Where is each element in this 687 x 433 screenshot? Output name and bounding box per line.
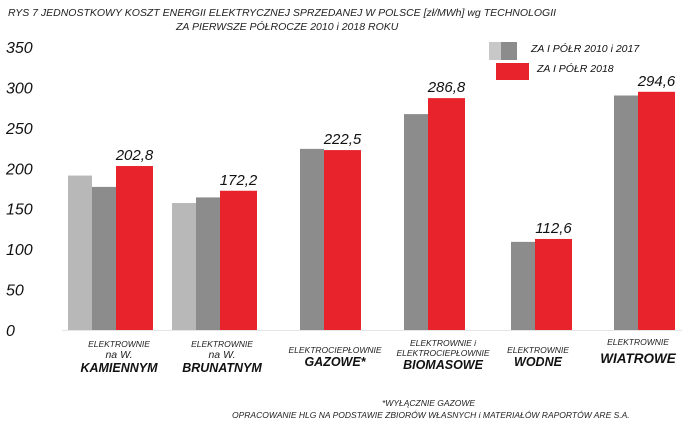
category-label-big: WIATROWE	[600, 351, 676, 366]
y-tick-label: 250	[5, 121, 33, 138]
category-label-small: ELEKTROWNIE	[607, 337, 669, 347]
category-label-big: GAZOWE*	[304, 355, 366, 369]
category-label-wodne: ELEKTROWNIE WODNE	[493, 345, 583, 370]
category-label-small: ELEKTROWNIE i	[409, 338, 477, 348]
category-label-small: ELEKTROWNIE	[507, 345, 569, 355]
category-label-big: BRUNATNYM	[182, 361, 262, 375]
y-tick-label: 150	[6, 202, 33, 219]
y-tick-label: 200	[5, 161, 33, 178]
y-tick-label: 100	[6, 242, 33, 259]
category-label-mid: na W.	[105, 349, 133, 361]
category-label-brunatnym: ELEKTROWNIE na W. BRUNATNYM	[172, 339, 272, 376]
category-label-gazowe: ELEKTROCIEPŁOWNIE GAZOWE*	[280, 345, 390, 370]
bar-2017	[196, 197, 220, 330]
bar-2010	[172, 203, 196, 330]
bar-2017	[614, 95, 638, 330]
legend-label-2010-2017: ZA I PÓŁR 2010 i 2017	[531, 43, 640, 55]
category-label-big: WODNE	[514, 355, 562, 369]
category-label-small: ELEKTROWNIE	[88, 339, 150, 349]
bar-2010	[68, 175, 92, 330]
category-label-big: BIOMASOWE	[403, 358, 483, 372]
category-label-kamiennym: ELEKTROWNIE na W. KAMIENNYM	[69, 339, 169, 376]
category-label-wiatrowe: ELEKTROWNIE WIATROWE	[593, 337, 683, 366]
chart-title-line1: RYS 7 JEDNOSTKOWY KOSZT ENERGII ELEKTRYC…	[8, 7, 557, 19]
footnote-gas: *WYŁĄCZNIE GAZOWE	[382, 398, 476, 408]
bar-2018	[220, 190, 257, 330]
value-label-2018: 202,8	[115, 147, 154, 164]
bar-2017	[511, 241, 535, 330]
bar-2017	[404, 114, 428, 331]
category-label-big: KAMIENNYM	[80, 361, 158, 375]
legend-swatch-2010	[489, 42, 501, 60]
category-label-small: ELEKTROWNIE	[191, 339, 253, 349]
bar-2017	[300, 148, 324, 330]
category-label-small2: ELEKTROCIEPŁOWNIE	[396, 348, 490, 358]
value-label-2018: 222,5	[323, 131, 362, 148]
y-tick-label: 300	[6, 80, 33, 97]
legend-swatch-2018	[496, 63, 529, 80]
bar-2018	[535, 238, 572, 330]
bar-2018	[324, 150, 361, 330]
category-label-biomasowe: ELEKTROWNIE i ELEKTROCIEPŁOWNIE BIOMASOW…	[388, 338, 498, 373]
bar-2018	[638, 91, 675, 330]
legend-label-2018: ZA I PÓŁR 2018	[537, 63, 614, 75]
legend-swatch-2017	[501, 42, 517, 60]
category-label-mid: na W.	[208, 349, 236, 361]
y-tick-label: 50	[6, 283, 24, 300]
y-tick-label: 350	[6, 40, 33, 57]
category-label-small: ELEKTROCIEPŁOWNIE	[288, 345, 382, 355]
bar-2017	[92, 186, 116, 330]
footnote-source: OPRACOWANIE HLG NA PODSTAWIE ZBIORÓW WŁA…	[232, 410, 630, 420]
value-label-2018: 286,8	[427, 79, 466, 96]
bar-2018	[116, 166, 153, 330]
value-label-2018: 112,6	[535, 220, 572, 237]
value-label-2018: 172,2	[220, 172, 258, 189]
bar-2018	[428, 98, 465, 330]
y-tick-label: 0	[6, 323, 15, 340]
value-label-2018: 294,6	[637, 73, 676, 90]
chart-title-line2: ZA PIERWSZE PÓŁROCZE 2010 i 2018 ROKU	[176, 21, 399, 33]
